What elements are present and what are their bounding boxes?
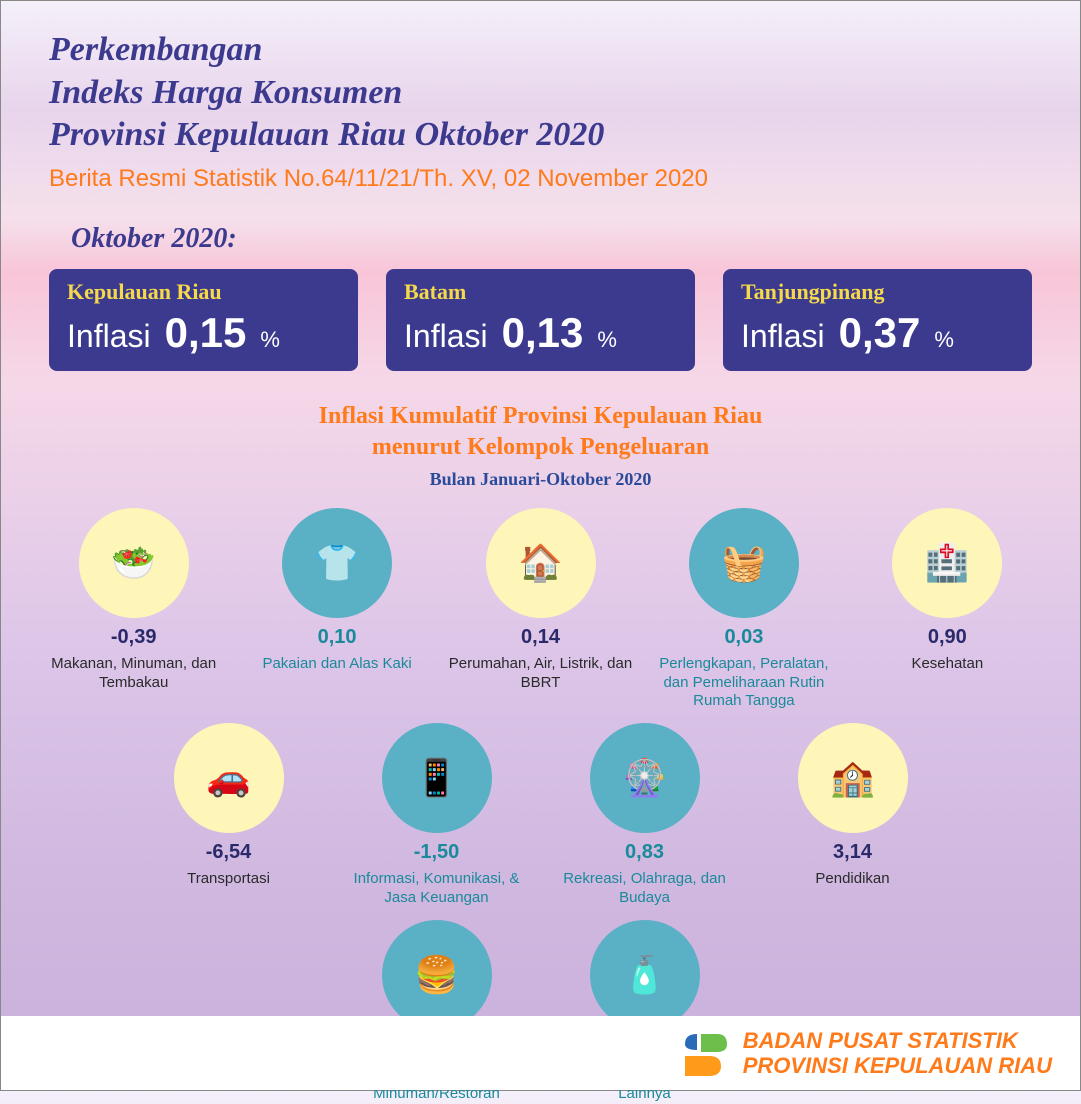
category-label: Perumahan, Air, Listrik, dan BBRT [448,655,633,693]
header: PerkembanganIndeks Harga KonsumenProvins… [1,1,1080,205]
category-label: Informasi, Komunikasi, & Jasa Keuangan [342,870,532,908]
category-row: 🥗 -0,39 Makanan, Minuman, dan Tembakau 👕… [41,508,1040,711]
bps-logo-icon [677,1026,731,1080]
category-label: Pendidikan [758,870,948,889]
category-label: Kesehatan [855,655,1040,674]
category-item: 🥗 -0,39 Makanan, Minuman, dan Tembakau [41,508,226,711]
card-value: 0,37 [839,309,921,357]
category-icon: 🏫 [798,723,908,833]
category-value: -6,54 [134,841,324,864]
inflation-card: Tanjungpinang Inflasi 0,37 % [723,269,1032,371]
category-icon: 👕 [282,508,392,618]
subtitle: Berita Resmi Statistik No.64/11/21/Th. X… [49,165,1032,193]
category-item: 📱 -1,50 Informasi, Komunikasi, & Jasa Ke… [342,723,532,908]
category-icon: 🥗 [79,508,189,618]
category-value: 3,14 [758,841,948,864]
category-label: Pakaian dan Alas Kaki [244,655,429,674]
category-label: Transportasi [134,870,324,889]
card-percent: % [260,327,280,353]
card-region: Batam [404,279,677,305]
title-line: Perkembangan [49,29,1032,72]
category-item: 🎡 0,83 Rekreasi, Olahraga, dan Budaya [550,723,740,908]
footer-line2: PROVINSI KEPULAUAN RIAU [743,1053,1052,1078]
title-line: Provinsi Kepulauan Riau Oktober 2020 [49,114,1032,157]
category-value: 0,90 [855,626,1040,649]
category-item: 🚗 -6,54 Transportasi [134,723,324,908]
page-title: PerkembanganIndeks Harga KonsumenProvins… [49,29,1032,157]
footer-line1: BADAN PUSAT STATISTIK [743,1028,1052,1053]
inflation-card: Batam Inflasi 0,13 % [386,269,695,371]
card-body: Inflasi 0,13 % [404,309,677,357]
category-item: 🏠 0,14 Perumahan, Air, Listrik, dan BBRT [448,508,633,711]
category-icon: 📱 [382,723,492,833]
category-value: 0,83 [550,841,740,864]
category-value: 0,03 [651,626,836,649]
inflation-cards: Kepulauan Riau Inflasi 0,15 % Batam Infl… [1,269,1080,371]
card-region: Kepulauan Riau [67,279,340,305]
card-percent: % [597,327,617,353]
category-item: 🏥 0,90 Kesehatan [855,508,1040,711]
categories-grid: 🥗 -0,39 Makanan, Minuman, dan Tembakau 👕… [1,490,1080,1104]
category-item: 👕 0,10 Pakaian dan Alas Kaki [244,508,429,711]
card-inflasi-label: Inflasi [741,318,825,355]
category-icon: 🏥 [892,508,1002,618]
category-label: Rekreasi, Olahraga, dan Budaya [550,870,740,908]
category-value: 0,10 [244,626,429,649]
category-icon: 🎡 [590,723,700,833]
category-item: 🏫 3,14 Pendidikan [758,723,948,908]
category-icon: 🚗 [174,723,284,833]
category-item: 🧺 0,03 Perlengkapan, Peralatan, dan Peme… [651,508,836,711]
category-icon: 🧺 [689,508,799,618]
category-icon: 🏠 [486,508,596,618]
card-inflasi-label: Inflasi [67,318,151,355]
footer-org: BADAN PUSAT STATISTIK PROVINSI KEPULAUAN… [743,1028,1052,1079]
category-row: 🚗 -6,54 Transportasi 📱 -1,50 Informasi, … [41,723,1040,908]
category-icon: 🍔 [382,920,492,1030]
category-label: Perlengkapan, Peralatan, dan Pemeliharaa… [651,655,836,711]
section-title: Inflasi Kumulatif Provinsi Kepulauan Ria… [1,401,1080,490]
category-icon: 🧴 [590,920,700,1030]
card-region: Tanjungpinang [741,279,1014,305]
card-body: Inflasi 0,37 % [741,309,1014,357]
category-value: 0,14 [448,626,633,649]
section-line1: Inflasi Kumulatif Provinsi Kepulauan Ria… [1,401,1080,432]
section-sub: Bulan Januari-Oktober 2020 [1,469,1080,490]
card-body: Inflasi 0,15 % [67,309,340,357]
card-inflasi-label: Inflasi [404,318,488,355]
month-label: Oktober 2020: [71,223,1080,255]
section-line2: menurut Kelompok Pengeluaran [1,432,1080,463]
card-value: 0,13 [502,309,584,357]
inflation-card: Kepulauan Riau Inflasi 0,15 % [49,269,358,371]
category-value: -1,50 [342,841,532,864]
card-value: 0,15 [165,309,247,357]
card-percent: % [934,327,954,353]
category-value: -0,39 [41,626,226,649]
footer: BADAN PUSAT STATISTIK PROVINSI KEPULAUAN… [1,1016,1080,1090]
title-line: Indeks Harga Konsumen [49,72,1032,115]
category-label: Makanan, Minuman, dan Tembakau [41,655,226,693]
